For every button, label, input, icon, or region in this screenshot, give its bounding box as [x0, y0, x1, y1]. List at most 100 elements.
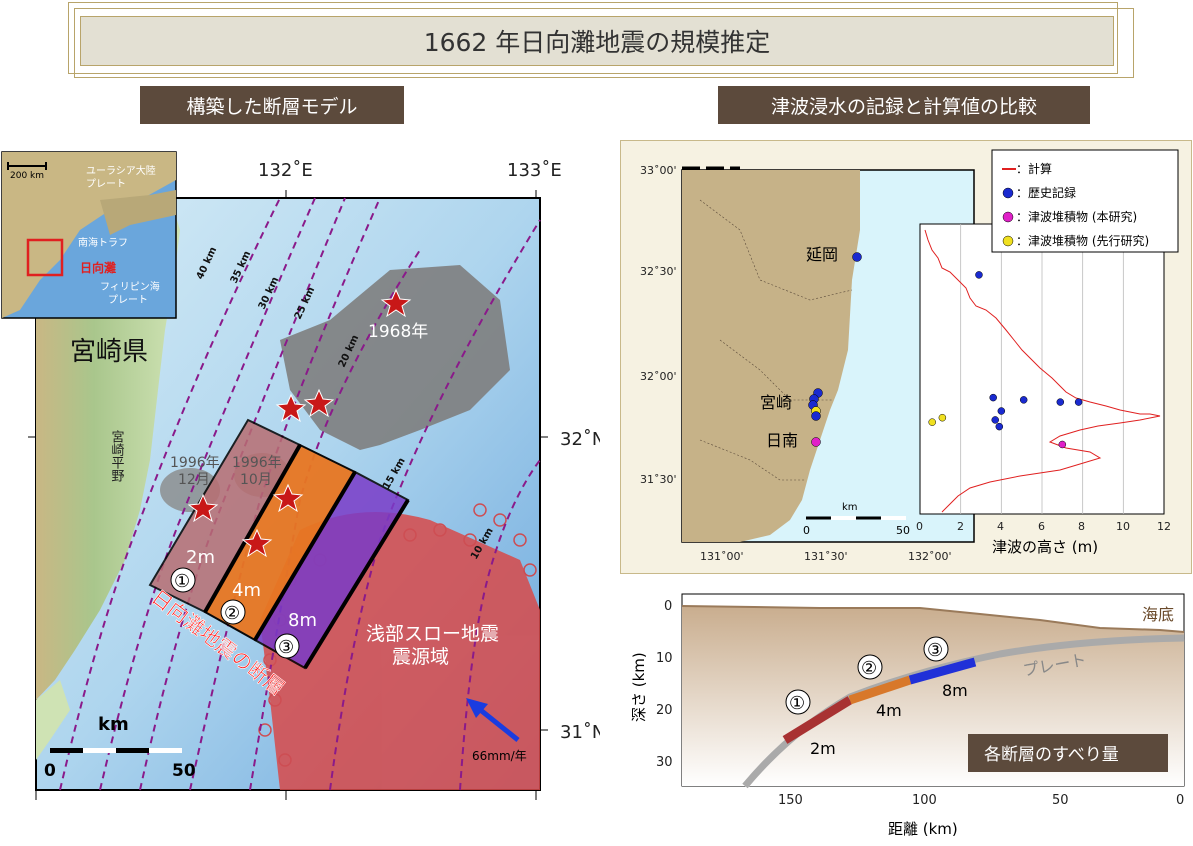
cs-fault-1-label: ① 2m: [785, 689, 836, 758]
tsunami-legend: ：計算 ：歴史記録 ：津波堆積物 (本研究) ：津波堆積物 (先行研究): [991, 149, 1179, 253]
svg-text:③: ③: [278, 637, 294, 658]
legend-historical: ：歴史記録: [1016, 185, 1076, 200]
tsunami-lon-13130: 131˚30': [804, 550, 848, 563]
inset-eurasia-2: プレート: [86, 178, 126, 190]
epicenter-stars: [187, 288, 412, 558]
legend-deposit-prior: ：津波堆積物 (先行研究): [1016, 233, 1149, 248]
svg-text:6: 6: [1038, 520, 1045, 533]
cs-fault-3: [908, 657, 977, 685]
cs-y-ticks: 0 10 20 30: [656, 599, 673, 770]
city-miyazaki: 宮崎: [760, 393, 792, 412]
title-frame-inner: [74, 8, 1134, 78]
svg-text:2: 2: [957, 520, 964, 533]
left-section-tab: 構築した断層モデル: [140, 86, 404, 124]
plain-label: 宮崎平野: [109, 429, 125, 482]
tsunami-xlabel: 津波の高さ (m): [992, 538, 1098, 556]
svg-text:0: 0: [1176, 793, 1184, 808]
tsunami-point: [928, 418, 936, 426]
svg-text:30: 30: [656, 755, 673, 770]
tsunami-point: [1056, 398, 1065, 406]
svg-text:150: 150: [778, 793, 803, 808]
cs-fault-2: [848, 675, 912, 705]
star-1968: [380, 288, 412, 318]
svg-text:50: 50: [1052, 793, 1069, 808]
svg-text:10: 10: [1116, 520, 1130, 533]
legend-deposit-this: ：津波堆積物 (本研究): [1016, 209, 1137, 224]
inset-philippine-2: プレート: [108, 294, 148, 306]
svg-text:20: 20: [656, 703, 673, 718]
svg-text:10: 10: [656, 651, 673, 666]
slow-eq-label-2: 震源域: [392, 646, 449, 668]
map-scale-tick-0: 0: [44, 761, 56, 781]
lat-label-31: 31˚N: [560, 722, 600, 743]
cs-fault-2-label: ② 4m: [857, 654, 902, 720]
slip-badge: [968, 734, 1168, 772]
fault-model-map: 40 km 35 km 30 km 25 km 20 km 15 km 10 k…: [1, 151, 600, 800]
tsunami-point: [1058, 440, 1067, 449]
cs-ylabel: 深さ (km): [630, 652, 648, 722]
cs-fault-1: [782, 696, 853, 744]
tsunami-comparison-plot: 33˚00' 32˚30' 32˚00' 31˚30' 131˚00' 131˚…: [640, 149, 1179, 563]
tsunami-lat-33: 33˚00': [640, 164, 677, 177]
eq-1996-oct-month: 10月: [240, 472, 272, 488]
inset-trough: 南海トラフ: [78, 236, 128, 249]
tsunami-lat-3230: 32˚30': [640, 265, 677, 278]
eq-1968-label: 1968年: [368, 322, 428, 342]
tsunami-map-land: [682, 170, 860, 542]
svg-text:2m: 2m: [810, 739, 836, 758]
svg-text:2m: 2m: [186, 547, 215, 568]
fault-1-label: 2m ①: [170, 547, 215, 593]
inset-locator-box: [26, 238, 64, 277]
tsunami-lon-131: 131˚00': [700, 550, 744, 563]
svg-text:0: 0: [803, 524, 810, 537]
svg-text:100: 100: [912, 793, 937, 808]
tsunami-map-scale: km 0 50: [803, 502, 910, 537]
eq-1996-dec-year: 1996年: [170, 455, 220, 471]
inset-eurasia-1: ユーラシア大陸: [86, 164, 156, 177]
site-dots: [808, 252, 862, 447]
svg-text:①: ①: [174, 571, 190, 592]
map-scale-unit: km: [98, 714, 129, 735]
calc-tsunami-line: [924, 229, 1161, 513]
city-nichinan: 日南: [766, 431, 798, 450]
inset-philippine-1: フィリピン海: [100, 280, 160, 293]
tsunami-height-grid: [960, 224, 1124, 514]
svg-text:8: 8: [1078, 520, 1085, 533]
tsunami-points: [928, 271, 1083, 449]
svg-text:①: ①: [789, 693, 805, 714]
fault-2-label: 4m ②: [220, 580, 261, 625]
tsunami-point: [938, 413, 947, 422]
eq-1996-oct-year: 1996年: [232, 455, 282, 471]
inset-scale: 200 km: [10, 171, 44, 181]
slow-eq-label-1: 浅部スロー地震: [366, 623, 499, 645]
svg-text:4m: 4m: [876, 701, 902, 720]
svg-text:8m: 8m: [288, 610, 317, 631]
svg-text:4m: 4m: [232, 580, 261, 601]
tsunami-point: [975, 271, 983, 279]
svg-text:0: 0: [664, 599, 672, 614]
inset-map: 200 km ユーラシア大陸 プレート 南海トラフ 日向灘 フィリピン海 プレー…: [1, 151, 177, 319]
svg-text:4: 4: [997, 520, 1004, 533]
page-title: 1662 年日向灘地震の規模推定: [80, 16, 1114, 66]
lon-label-133: 133˚E: [507, 160, 562, 181]
seafloor-label: 海底: [1142, 605, 1174, 624]
svg-text:0: 0: [916, 520, 923, 533]
right-section-tab: 津波浸水の記録と計算値の比較: [718, 86, 1090, 124]
slip-badge-text: 各断層のすべり量: [984, 745, 1119, 765]
inset-hyuganada: 日向灘: [80, 260, 116, 275]
prefecture-label: 宮崎県: [70, 337, 148, 367]
tsunami-point: [995, 422, 1004, 431]
kyushu-land: [36, 198, 180, 700]
svg-text:12: 12: [1157, 520, 1171, 533]
city-nobeoka: 延岡: [806, 245, 838, 264]
eq-1996-dec-month: 12月: [178, 472, 210, 488]
lat-label-32: 32˚N: [560, 429, 600, 450]
seafloor-line: [681, 605, 1185, 633]
svg-text:宮崎平野: 宮崎平野: [109, 429, 125, 482]
tsunami-lat-3130: 31˚30': [640, 473, 677, 486]
tsunami-lon-132: 132˚00': [908, 550, 952, 563]
tsunami-point: [1019, 396, 1028, 404]
title-frame-outer: [68, 2, 1118, 74]
fault-3-label: 8m ③: [274, 610, 317, 659]
svg-text:②: ②: [861, 658, 877, 679]
